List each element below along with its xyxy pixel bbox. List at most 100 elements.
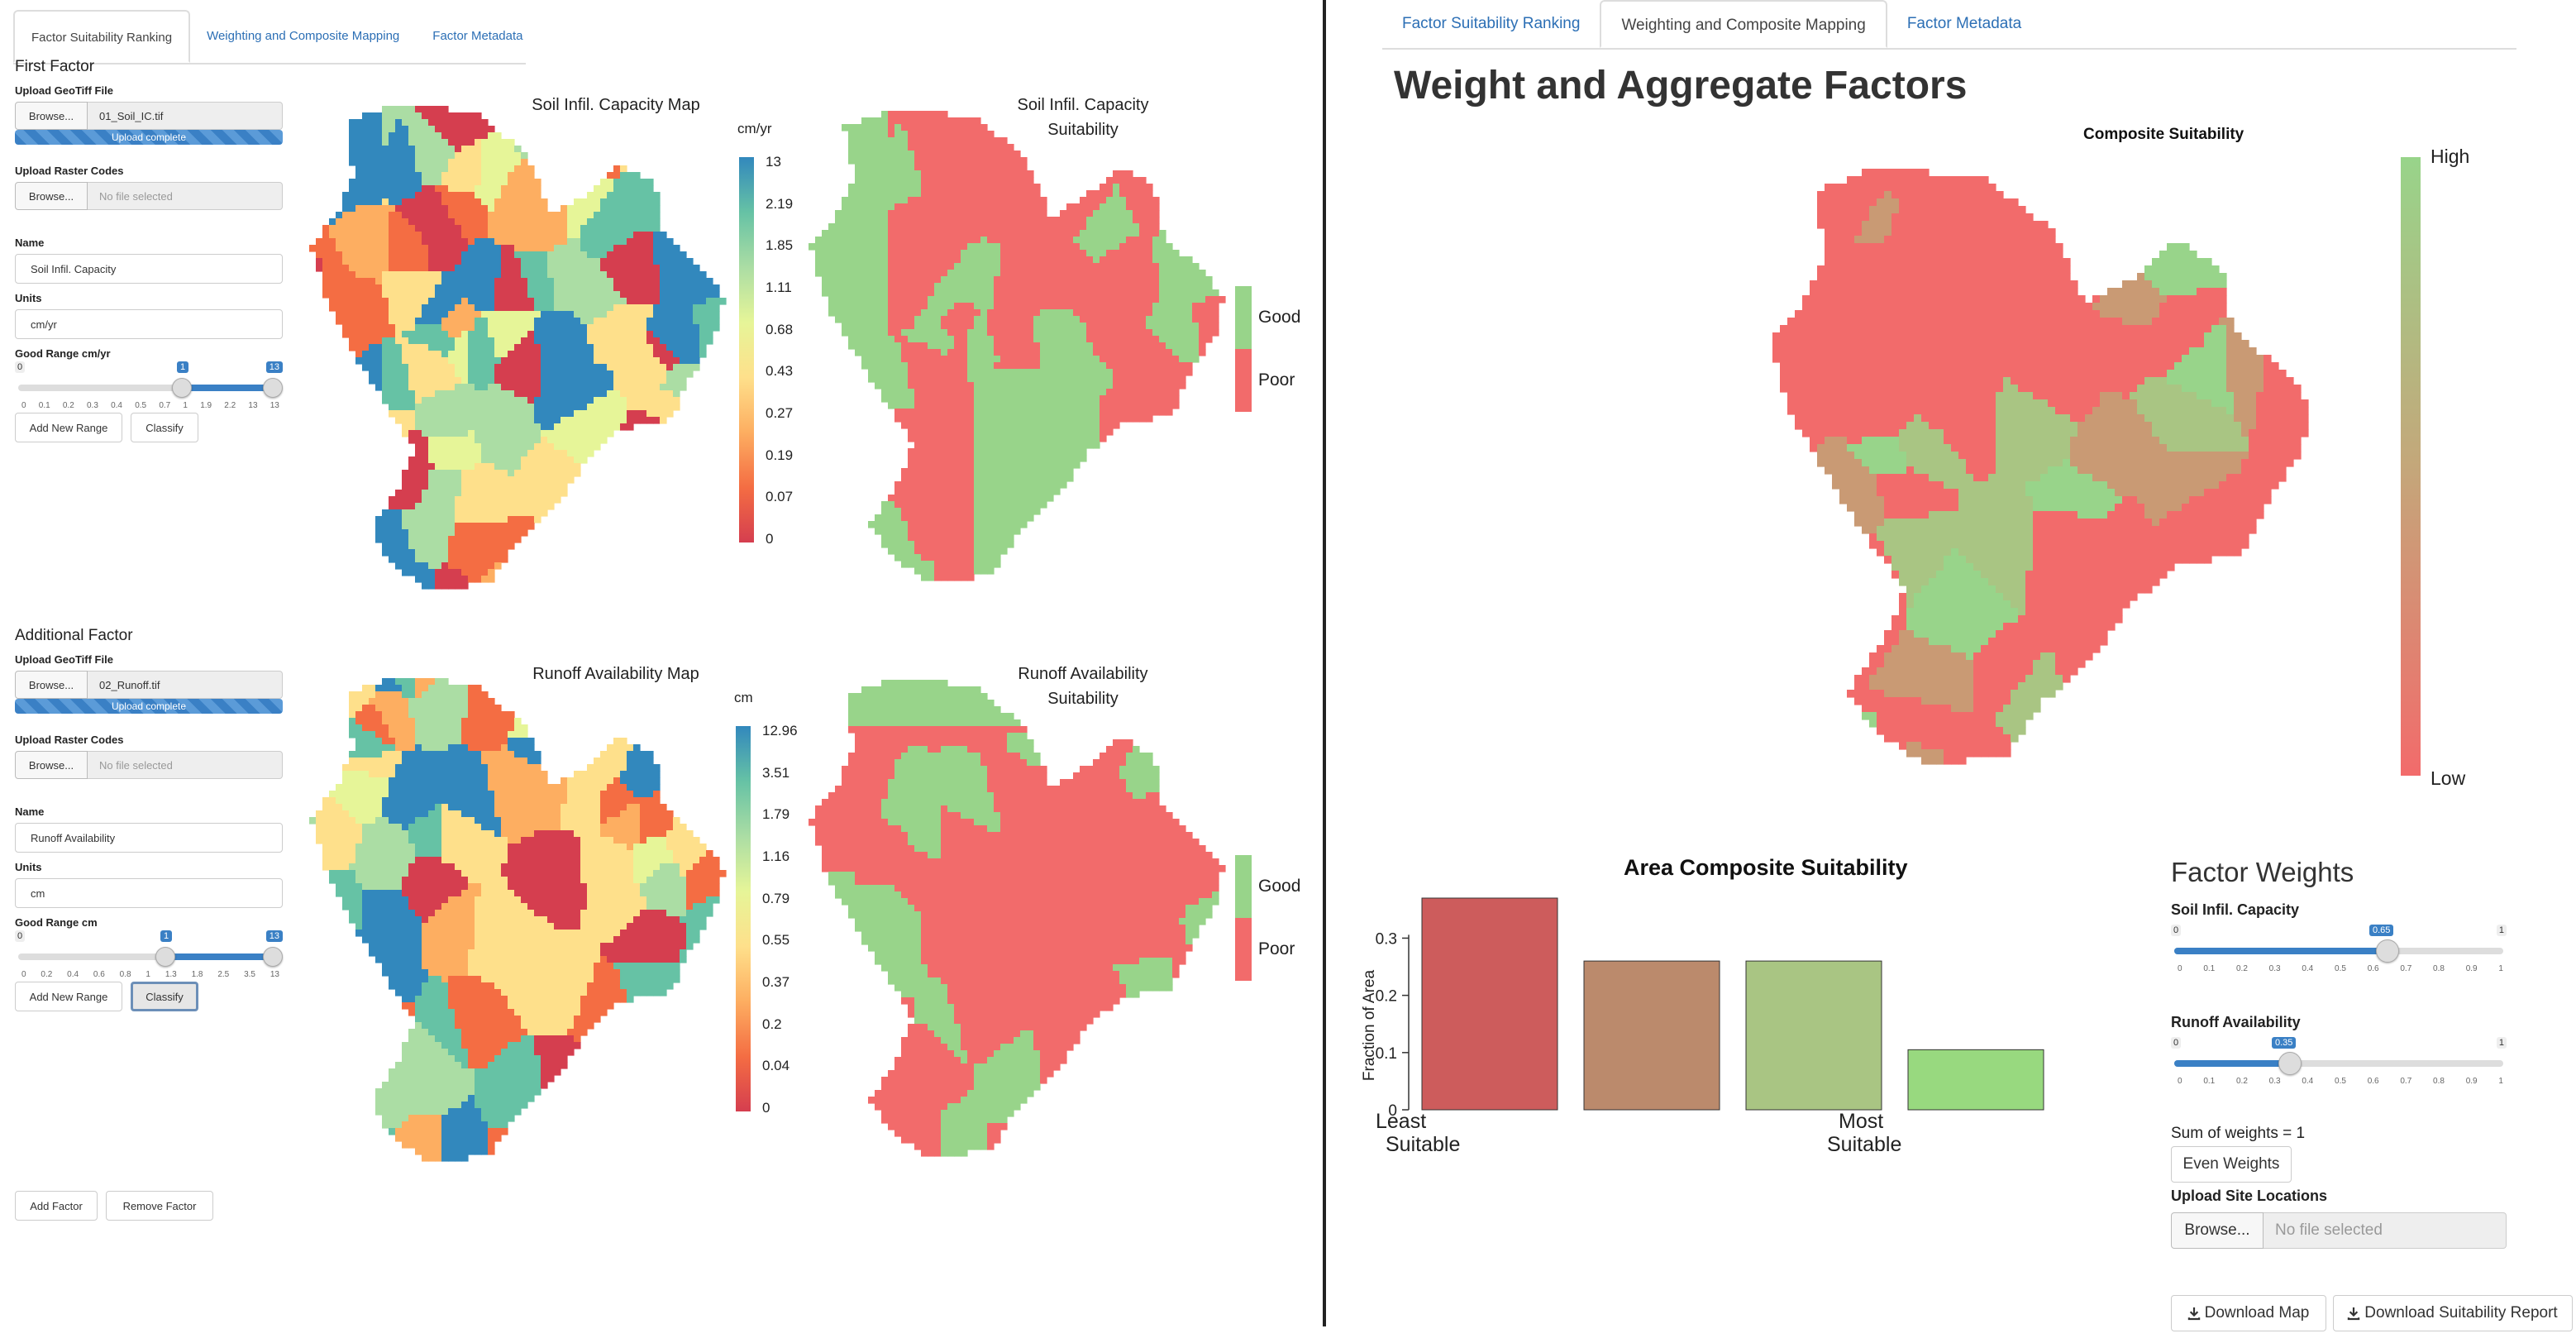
left-tab-bar: Factor Suitability Ranking Weighting and… <box>13 10 526 65</box>
slider-ticks: 0 0.1 0.2 0.3 0.4 0.5 0.7 1 1.9 2.2 13 13 <box>21 401 279 410</box>
sum-of-weights: Sum of weights = 1 <box>2171 1125 2306 1142</box>
slider-tick: 1 <box>183 401 188 410</box>
slider-tick: 0.3 <box>2268 1077 2281 1086</box>
factor1-buttons: Add New Range Classify <box>15 413 284 442</box>
y-tick-label: 0 <box>1388 1102 1397 1120</box>
slider-track[interactable] <box>2174 1060 2503 1067</box>
factor2-name-label: Name <box>15 805 45 818</box>
legend-tick-label: 1.79 <box>762 806 790 823</box>
factor1-poor-swatch <box>1235 349 1252 412</box>
y-tick-label: 0.2 <box>1376 988 1397 1006</box>
weight1-slider[interactable]: 0 1 0.65 0 0.1 0.2 0.3 0.4 0.5 0.6 0.7 0.8 0.9 1 <box>2171 925 2507 973</box>
slider-tick: 2.2 <box>224 401 236 410</box>
factor-actions: Add Factor Remove Factor <box>15 1191 213 1221</box>
slider-tick: 1 <box>2498 964 2503 973</box>
slider-tick: 13 <box>248 401 258 410</box>
slider-tick: 0.4 <box>67 970 79 979</box>
slider-high-value: 13 <box>265 930 283 942</box>
factor1-form: First Factor Upload GeoTiff File Browse.… <box>15 58 284 442</box>
slider-min: 0 <box>15 361 26 373</box>
slider-tick: 0.3 <box>86 401 98 410</box>
slider-tick: 0.3 <box>2268 964 2281 973</box>
factor2-poor-swatch <box>1235 918 1252 981</box>
add-factor-button[interactable]: Add Factor <box>15 1191 98 1221</box>
slider-tick: 0.8 <box>2433 964 2445 973</box>
slider-high-value: 13 <box>265 361 283 373</box>
factor1-geotiff-browse-button[interactable]: Browse... <box>15 102 88 130</box>
legend-tick-label: 1.11 <box>766 280 792 295</box>
factor2-legend-unit: cm <box>734 690 753 705</box>
x-category-label: Least <box>1376 1110 1426 1133</box>
factor2-classify-button[interactable]: Classify <box>131 982 198 1011</box>
tab-factor-metadata[interactable]: Factor Metadata <box>432 29 523 43</box>
even-weights-button[interactable]: Even Weights <box>2171 1146 2292 1183</box>
factor2-raster-label: Upload Raster Codes <box>15 734 124 746</box>
legend-high-label: High <box>2431 146 2470 167</box>
slider-tick: 0.9 <box>2465 1077 2478 1086</box>
slider-track[interactable] <box>18 953 279 960</box>
download-report-button[interactable]: Download Suitability Report <box>2333 1295 2573 1331</box>
factor1-units-input[interactable]: cm/yr <box>15 309 283 339</box>
legend-low-label: Low <box>2431 767 2466 789</box>
slider-handle[interactable] <box>2278 1052 2302 1075</box>
slider-tick: 0.2 <box>62 401 74 410</box>
slider-high-handle[interactable] <box>263 378 283 398</box>
y-tick-label: 0.1 <box>1376 1045 1397 1063</box>
slider-tick: 13 <box>270 401 279 410</box>
factor1-raster-filename: No file selected <box>88 182 283 210</box>
legend-tick-label: 1.85 <box>766 237 794 254</box>
slider-tick: 0.6 <box>93 970 105 979</box>
factor1-classify-button[interactable]: Classify <box>131 413 198 442</box>
legend-tick-label: 0.27 <box>766 405 794 421</box>
slider-high-handle[interactable] <box>263 947 283 967</box>
slider-ticks: 0 0.2 0.4 0.6 0.8 1 1.3 1.8 2.5 3.5 13 <box>21 970 279 979</box>
slider-tick: 0.2 <box>41 970 53 979</box>
download-icon <box>2187 1307 2200 1321</box>
download-map-label: Download Map <box>2204 1304 2310 1321</box>
legend-tick-label: 0.2 <box>762 1016 782 1032</box>
slider-low-handle[interactable] <box>172 378 192 398</box>
tab-weighting-composite[interactable]: Weighting and Composite Mapping <box>1600 0 1887 48</box>
slider-tick: 1.8 <box>191 970 203 979</box>
slider-tick: 2.5 <box>217 970 230 979</box>
upload-sites-browse-button[interactable]: Browse... <box>2171 1212 2264 1249</box>
factor2-geotiff-browse-button[interactable]: Browse... <box>15 671 88 699</box>
download-map-button[interactable]: Download Map <box>2171 1295 2326 1331</box>
upload-sites-filename: No file selected <box>2264 1212 2507 1249</box>
factor2-suitability-title: Runoff Availability Suitability <box>976 662 1190 711</box>
factor1-poor-label: Poor <box>1258 370 1295 390</box>
tab-factor-suitability-ranking[interactable]: Factor Suitability Ranking <box>1402 15 1581 32</box>
slider-tick: 0 <box>2178 964 2182 973</box>
slider-tick: 0.9 <box>2465 964 2478 973</box>
legend-tick-label: 0.55 <box>762 932 790 949</box>
map-cells <box>1772 169 2309 765</box>
slider-handle[interactable] <box>2376 939 2399 963</box>
factor2-units-input[interactable]: cm <box>15 878 283 908</box>
factor2-range-label: Good Range cm <box>15 916 98 929</box>
factor2-name-input[interactable]: Runoff Availability <box>15 823 283 853</box>
factor2-geotiff-label: Upload GeoTiff File <box>15 653 113 666</box>
slider-low-handle[interactable] <box>155 947 175 967</box>
tab-factor-metadata[interactable]: Factor Metadata <box>1906 15 2022 32</box>
slider-min: 0 <box>15 930 26 942</box>
tab-weighting-composite[interactable]: Weighting and Composite Mapping <box>207 29 400 43</box>
factor1-good-label: Good <box>1258 308 1301 327</box>
factor2-range-slider[interactable]: 0 13 1 13 0 0.2 0.4 0.6 0.8 1 1.3 1.8 2.5 3.5 13 <box>15 930 283 979</box>
factor2-add-range-button[interactable]: Add New Range <box>15 982 122 1011</box>
tab-factor-suitability-ranking[interactable]: Factor Suitability Ranking <box>13 10 191 63</box>
factor1-legend-unit: cm/yr <box>737 121 772 136</box>
factor2-raster-browse-button[interactable]: Browse... <box>15 751 88 779</box>
factor1-add-range-button[interactable]: Add New Range <box>15 413 122 442</box>
factor1-name-input[interactable]: Soil Infil. Capacity <box>15 254 283 284</box>
factor1-range-slider[interactable]: 0 13 1 13 0 0.1 0.2 0.3 0.4 0.5 0.7 1 1.9 2.2 13 13 <box>15 361 283 410</box>
slider-track[interactable] <box>18 385 279 391</box>
remove-factor-button[interactable]: Remove Factor <box>106 1191 213 1221</box>
map-cells <box>809 111 1226 581</box>
slider-tick: 0 <box>21 970 26 979</box>
factor2-poor-label: Poor <box>1258 939 1295 958</box>
slider-tick: 13 <box>270 970 279 979</box>
weight2-slider[interactable]: 0 1 0.35 0 0.1 0.2 0.3 0.4 0.5 0.6 0.7 0.8 0.9 1 <box>2171 1037 2507 1086</box>
slider-tick: 0.7 <box>2400 964 2412 973</box>
factor1-raster-browse-button[interactable]: Browse... <box>15 182 88 210</box>
factor1-color-legend <box>739 157 754 542</box>
